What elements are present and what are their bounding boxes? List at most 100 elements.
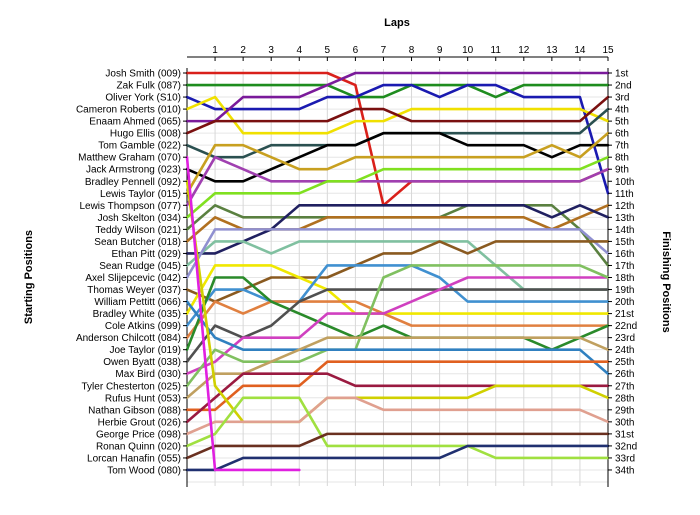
- x-tick-label: 14: [574, 45, 586, 56]
- finish-position-label: 26th: [615, 369, 634, 380]
- y-axis-label-left: Starting Positions: [23, 230, 35, 324]
- x-tick-label: 4: [296, 45, 302, 56]
- finish-position-label: 33rd: [615, 453, 635, 464]
- x-tick-label: 13: [546, 45, 558, 56]
- finish-position-label: 22nd: [615, 321, 637, 332]
- driver-line: [185, 360, 610, 412]
- driver-line: [185, 288, 610, 364]
- finish-position-label: 5th: [615, 117, 629, 128]
- start-position-label: Joe Taylor (019): [109, 345, 181, 356]
- start-position-label: Ronan Quinn (020): [96, 441, 181, 452]
- x-tick-label: 6: [353, 45, 359, 56]
- start-position-label: Nathan Gibson (088): [88, 405, 181, 416]
- driver-line: [185, 264, 610, 388]
- finish-position-label: 24th: [615, 345, 634, 356]
- x-tick-label: 10: [462, 45, 474, 56]
- x-tick-label: 2: [240, 45, 246, 56]
- chart-title: Laps: [384, 17, 410, 29]
- start-position-label: Max Bird (030): [115, 369, 181, 380]
- start-position-label: Jack Armstrong (023): [86, 165, 181, 176]
- driver-line: [185, 240, 610, 303]
- start-position-label: Tyler Chesterton (025): [82, 381, 182, 392]
- start-position-label: Lorcan Hanafin (055): [87, 453, 181, 464]
- x-tick-label: 12: [518, 45, 530, 56]
- finish-position-label: 18th: [615, 273, 634, 284]
- driver-line: [185, 300, 610, 339]
- finish-position-label: 25th: [615, 357, 634, 368]
- finish-position-label: 7th: [615, 141, 629, 152]
- x-tick-label: 7: [381, 45, 387, 56]
- finish-position-label: 30th: [615, 417, 634, 428]
- finish-position-label: 13th: [615, 213, 634, 224]
- driver-line: [185, 276, 610, 376]
- start-position-label: Cole Atkins (099): [105, 321, 181, 332]
- driver-line: [185, 432, 610, 460]
- finish-position-label: 10th: [615, 177, 634, 188]
- start-position-label: Matthew Graham (070): [78, 153, 181, 164]
- start-position-label: Thomas Weyer (037): [87, 285, 181, 296]
- x-tick-label: 8: [409, 45, 415, 56]
- finish-position-label: 2nd: [615, 81, 632, 92]
- driver-line: [185, 264, 610, 315]
- start-position-label: Hugo Ellis (008): [110, 129, 181, 140]
- finish-position-label: 28th: [615, 393, 634, 404]
- finish-position-label: 14th: [615, 225, 634, 236]
- start-position-label: Bradley White (035): [93, 309, 181, 320]
- start-position-label: William Pettitt (066): [94, 297, 181, 308]
- start-position-label: Cameron Roberts (010): [76, 105, 181, 116]
- finish-position-label: 20th: [615, 297, 634, 308]
- finish-position-label: 32nd: [615, 441, 637, 452]
- x-tick-label: 3: [268, 45, 274, 56]
- driver-line: [185, 71, 610, 123]
- finish-position-label: 34th: [615, 465, 634, 476]
- finish-position-label: 4th: [615, 105, 629, 116]
- start-position-label: Ethan Pitt (029): [112, 249, 181, 260]
- start-position-label: Lewis Taylor (015): [100, 189, 181, 200]
- driver-line: [185, 95, 610, 135]
- driver-line: [185, 444, 610, 472]
- start-position-label: Axel Slijepcevic (042): [85, 273, 181, 284]
- driver-line: [185, 300, 610, 376]
- start-position-label: Herbie Grout (026): [98, 417, 181, 428]
- finish-position-label: 29th: [615, 405, 634, 416]
- finish-position-label: 23rd: [615, 333, 635, 344]
- finish-position-label: 3rd: [615, 93, 629, 104]
- start-position-label: Tom Wood (080): [107, 465, 181, 476]
- x-tick-label: 15: [602, 45, 614, 56]
- start-position-label: Tom Gamble (022): [98, 141, 181, 152]
- finish-position-label: 31st: [615, 429, 634, 440]
- start-position-label: Rufus Hunt (053): [105, 393, 181, 404]
- driver-line: [185, 336, 610, 400]
- start-position-label: George Price (098): [96, 429, 181, 440]
- finish-position-label: 15th: [615, 237, 634, 248]
- finish-position-label: 19th: [615, 285, 634, 296]
- finish-position-label: 16th: [615, 249, 634, 260]
- start-position-label: Josh Skelton (034): [98, 213, 181, 224]
- driver-line: [185, 204, 610, 255]
- driver-line: [185, 396, 610, 436]
- start-position-label: Oliver York (S10): [105, 93, 181, 104]
- start-position-label: Zak Fulk (087): [117, 81, 181, 92]
- finish-position-label: 6th: [615, 129, 629, 140]
- start-position-label: Enaam Ahmed (065): [89, 117, 181, 128]
- start-position-label: Sean Rudge (045): [99, 261, 181, 272]
- start-position-label: Anderson Chilcott (084): [76, 333, 181, 344]
- start-position-label: Teddy Wilson (021): [95, 225, 181, 236]
- start-position-label: Josh Smith (009): [105, 69, 181, 80]
- finish-position-label: 1st: [615, 69, 629, 80]
- driver-line: [185, 131, 610, 195]
- finish-position-label: 11th: [615, 189, 634, 200]
- finish-position-label: 8th: [615, 153, 629, 164]
- finish-position-label: 12th: [615, 201, 634, 212]
- driver-line: [185, 396, 610, 460]
- start-position-label: Owen Byatt (038): [103, 357, 181, 368]
- x-tick-label: 5: [325, 45, 331, 56]
- driver-line: [185, 276, 610, 351]
- driver-line: [185, 83, 610, 195]
- series-lines: [185, 71, 610, 472]
- start-position-label: Sean Butcher (018): [94, 237, 181, 248]
- x-tick-label: 11: [491, 45, 502, 56]
